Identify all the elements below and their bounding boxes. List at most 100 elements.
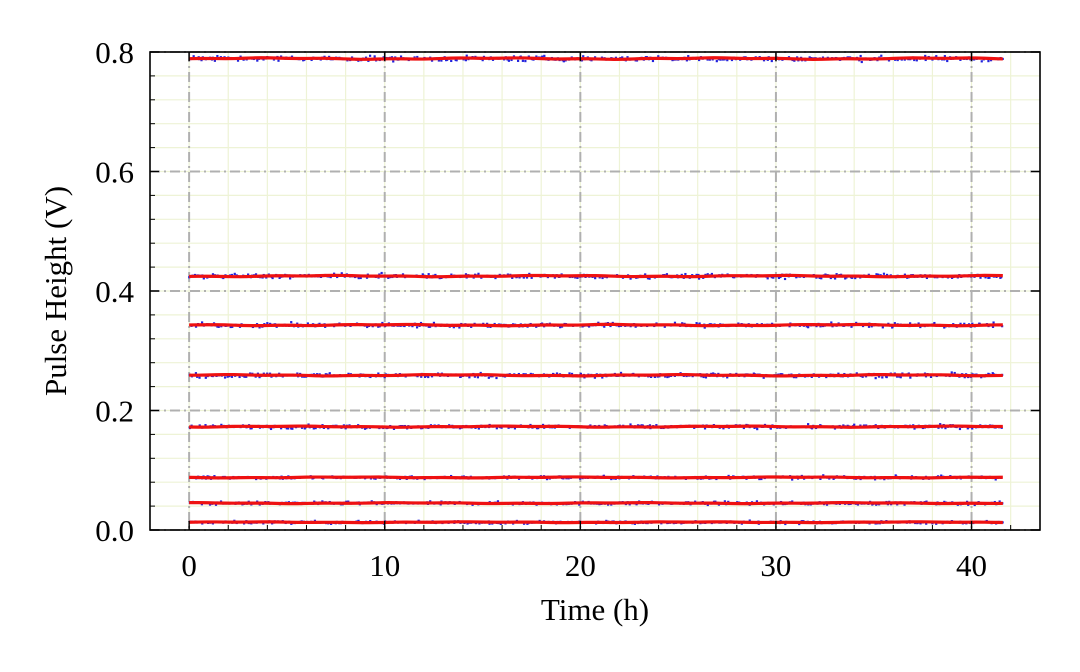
data-point (877, 273, 880, 276)
data-point (730, 58, 734, 62)
data-point (657, 55, 660, 58)
data-point (917, 322, 920, 325)
data-point (808, 56, 811, 59)
data-point (231, 325, 234, 328)
y-tick-label: 0.4 (95, 274, 134, 309)
data-point (204, 376, 207, 379)
data-point (280, 427, 283, 430)
data-point (427, 375, 430, 379)
data-point (807, 326, 810, 329)
trend-line (189, 424, 1003, 429)
data-point (820, 277, 823, 280)
trend-line (189, 501, 1003, 506)
data-point (935, 55, 938, 58)
data-point (357, 519, 360, 522)
data-point (535, 427, 539, 430)
data-point (971, 427, 974, 430)
data-point (706, 503, 709, 507)
data-point (943, 326, 946, 329)
data-point (855, 372, 858, 375)
data-point (495, 427, 498, 430)
series-group (188, 371, 1004, 380)
data-point (939, 423, 942, 426)
x-tick-label: 10 (369, 548, 400, 583)
data-point (437, 59, 440, 62)
data-point (681, 322, 684, 325)
data-point (578, 503, 581, 506)
data-point (992, 321, 995, 324)
data-point (570, 372, 574, 376)
data-point (663, 325, 666, 328)
data-point (953, 371, 956, 375)
data-point (464, 59, 467, 62)
data-point (695, 322, 698, 325)
data-point (243, 375, 246, 378)
data-point (998, 500, 1001, 503)
data-point (440, 59, 443, 62)
data-point (844, 277, 847, 280)
data-point (269, 427, 273, 431)
data-point (568, 372, 571, 375)
series-group (189, 54, 1004, 64)
data-point (347, 372, 350, 375)
data-point (369, 54, 372, 57)
data-point (220, 423, 223, 426)
data-point (507, 59, 511, 62)
y-tick-label: 0.2 (95, 394, 134, 429)
data-point (684, 272, 687, 276)
data-point (925, 276, 929, 280)
data-point (450, 273, 453, 276)
data-point (198, 376, 201, 379)
data-point (450, 59, 453, 63)
data-point (477, 427, 480, 430)
data-point (250, 427, 253, 430)
data-point (381, 321, 384, 325)
data-point (258, 376, 261, 379)
data-point (861, 375, 864, 378)
data-point (959, 322, 962, 325)
data-point (903, 503, 906, 506)
data-point (829, 276, 832, 280)
data-point (511, 276, 514, 279)
data-point (216, 325, 219, 328)
series-group (188, 423, 1003, 431)
data-point (430, 59, 434, 62)
data-point (943, 500, 946, 503)
data-point (881, 326, 884, 329)
data-point (830, 321, 833, 324)
series-group (189, 474, 1003, 481)
data-point (559, 326, 562, 329)
data-point (366, 325, 369, 329)
data-point (328, 372, 331, 375)
data-point (200, 59, 203, 62)
data-point (687, 55, 690, 58)
data-point (476, 376, 480, 379)
data-point (374, 477, 377, 480)
data-point (230, 375, 234, 378)
data-point (870, 325, 873, 328)
data-point (380, 271, 383, 275)
data-point (324, 373, 327, 376)
data-point (217, 325, 220, 328)
y-tick-label: 0.8 (95, 35, 134, 70)
data-point (666, 375, 669, 379)
data-point (516, 59, 520, 62)
data-point (850, 325, 853, 328)
data-point (837, 372, 840, 375)
data-point (377, 372, 380, 375)
data-point (588, 325, 591, 328)
data-point (321, 500, 324, 503)
data-point (795, 276, 798, 279)
data-point (703, 326, 706, 329)
data-point (594, 277, 597, 280)
data-point (915, 59, 918, 62)
data-point (742, 426, 745, 430)
series-group (189, 321, 1004, 329)
series-group (189, 519, 1004, 526)
data-point (464, 273, 468, 276)
data-point (521, 59, 524, 62)
data-point (887, 59, 891, 62)
data-point (357, 276, 360, 280)
data-point (875, 273, 878, 276)
y-tick-label: 0.6 (95, 155, 134, 190)
